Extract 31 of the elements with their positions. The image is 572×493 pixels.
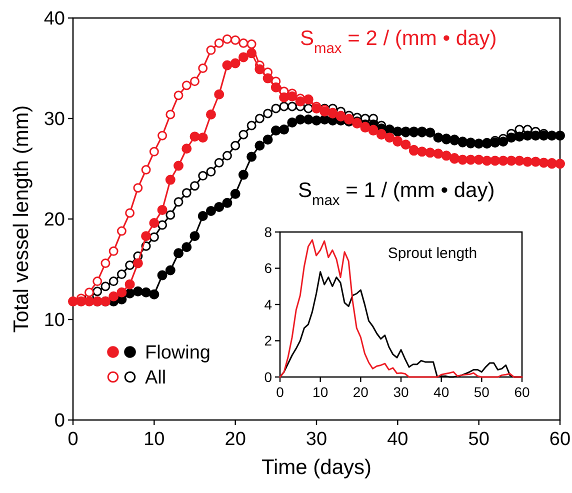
x-tick-label: 0 bbox=[276, 384, 284, 400]
x-tick-label: 50 bbox=[468, 429, 490, 450]
x-tick-label: 20 bbox=[352, 384, 369, 400]
x-tick-label: 40 bbox=[387, 429, 408, 450]
x-tick-label: 20 bbox=[224, 429, 246, 450]
y-tick-label: 2 bbox=[264, 332, 272, 349]
y-tick-label: 20 bbox=[44, 210, 65, 231]
x-axis-title: Time (days) bbox=[261, 456, 372, 479]
y-tick-label: 10 bbox=[44, 310, 65, 332]
legend-label: All bbox=[145, 368, 166, 389]
legend-label: Flowing bbox=[145, 342, 210, 364]
y-tick-label: 0 bbox=[54, 410, 65, 432]
x-tick-label: 30 bbox=[306, 429, 328, 450]
text: Sprout length bbox=[388, 245, 478, 262]
x-tick-label: 60 bbox=[514, 384, 530, 400]
x-tick-label: 50 bbox=[474, 384, 490, 400]
y-tick-label: 40 bbox=[44, 8, 65, 30]
x-tick-label: 10 bbox=[144, 429, 165, 450]
y-tick-label: 6 bbox=[264, 260, 272, 276]
y-tick-label: 0 bbox=[264, 368, 272, 385]
x-tick-label: 0 bbox=[68, 429, 78, 450]
y-axis-title: Total vessel length (mm) bbox=[10, 105, 33, 333]
y-tick-label: 8 bbox=[264, 224, 272, 240]
y-tick-label: 4 bbox=[264, 296, 272, 312]
x-tick-label: 60 bbox=[549, 429, 571, 450]
x-tick-label: 10 bbox=[312, 384, 328, 400]
x-tick-label: 30 bbox=[393, 384, 409, 400]
y-tick-label: 30 bbox=[44, 109, 65, 130]
annotation: S$_{max}$ = 1 / (mm • day) bbox=[298, 179, 495, 209]
annotation: S$_{max}$ = 2 / (mm • day) bbox=[300, 27, 497, 57]
x-tick-label: 40 bbox=[434, 384, 450, 400]
